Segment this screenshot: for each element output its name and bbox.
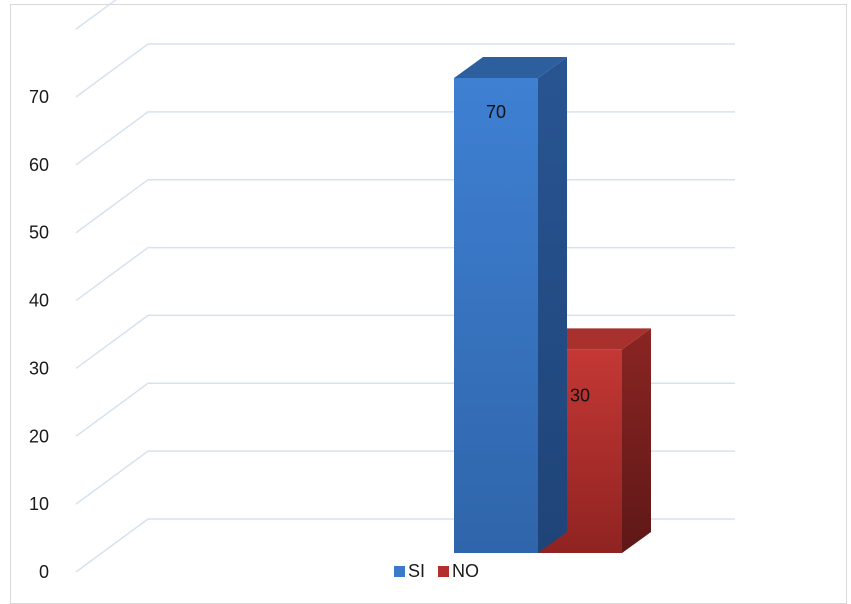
bar-top — [454, 57, 567, 78]
bar-side — [622, 328, 651, 553]
legend-label: NO — [452, 561, 479, 581]
legend-label: SI — [408, 561, 425, 581]
y-tick-label: 60 — [29, 155, 49, 175]
bar-front — [454, 78, 538, 553]
gridline — [75, 246, 735, 302]
gridline — [75, 178, 735, 234]
legend-swatch — [438, 566, 449, 577]
y-tick-label: 70 — [29, 87, 49, 107]
y-tick-label: 0 — [39, 562, 49, 582]
chart-frame — [10, 4, 847, 604]
data-label: 30 — [570, 385, 590, 405]
bars — [454, 57, 651, 553]
data-labels: 70 30 — [486, 102, 590, 405]
gridline — [75, 43, 735, 98]
y-tick-label: 50 — [29, 223, 49, 243]
y-axis-ticks: 0 10 20 30 40 50 60 70 — [29, 87, 49, 582]
legend-item-no: NO — [438, 561, 479, 581]
y-tick-label: 20 — [29, 426, 49, 446]
data-label: 70 — [486, 102, 506, 122]
gridline — [75, 0, 117, 30]
legend: SI NO — [394, 561, 479, 581]
legend-swatch — [394, 566, 405, 577]
bar-si — [454, 57, 567, 553]
y-tick-label: 30 — [29, 358, 49, 378]
y-tick-label: 40 — [29, 291, 49, 311]
gridline — [75, 111, 735, 166]
y-tick-label: 10 — [29, 494, 49, 514]
legend-item-si: SI — [394, 561, 425, 581]
bar-side — [538, 57, 567, 553]
